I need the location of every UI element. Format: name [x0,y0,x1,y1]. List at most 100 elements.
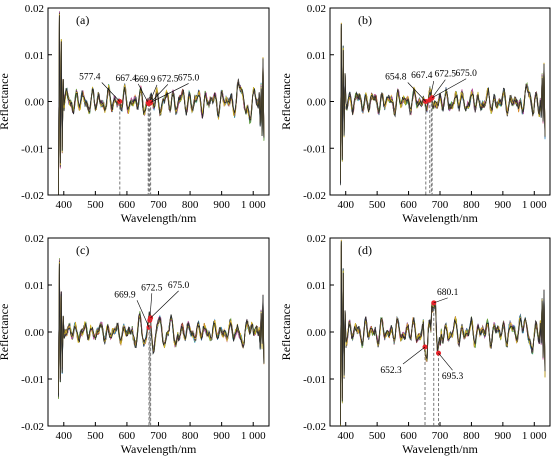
series-line [340,26,546,183]
annotation-label: 669.9 [134,75,156,85]
x-tick-label: 600 [119,430,136,442]
x-tick-label: 500 [87,430,104,442]
x-axis-title: Wavelength/nm [402,442,478,456]
y-tick-label: -0.02 [21,190,44,202]
y-tick-label: 0.00 [25,327,45,339]
panel-label: (b) [358,13,372,27]
chart-panel: -0.02 -0.01 0.00 0.01 0.02 400 500 600 700 800 900… [0,233,270,456]
y-tick-label: -0.02 [303,421,326,433]
annotation-label: 675.0 [455,69,477,79]
annotation-leader [431,79,446,99]
y-tick-label: -0.01 [21,374,44,386]
y-tick-label: -0.01 [303,143,326,155]
annotation-label: 672.5 [435,70,457,80]
annotation-label: 675.0 [178,73,200,83]
annotation-leader [407,82,427,102]
plot-frame [329,237,551,427]
annotation-leader [433,297,448,304]
series-line [58,13,265,196]
annotation-leader [150,290,179,319]
annotation-leader [438,352,453,371]
annotation-label: 667.4 [116,74,138,84]
y-tick-label: 0.02 [307,3,326,15]
y-tick-label: -0.02 [21,421,44,433]
panel-label: (d) [358,243,372,257]
x-tick-label: 500 [87,199,104,211]
y-axis-title: Reflectance [279,304,293,361]
series-line [58,12,265,196]
y-tick-label: 0.01 [307,50,326,62]
annotation-leader [137,83,149,104]
y-axis-title: Reflectance [279,73,293,130]
annotation-label: 680.1 [437,288,459,298]
x-tick-label: 400 [337,430,354,442]
annotation-leader [149,84,169,104]
series-line [340,244,546,424]
y-tick-label: -0.02 [303,190,326,202]
series-line [340,23,546,184]
panel-label: (a) [76,13,89,27]
y-tick-label: 0.00 [307,97,327,109]
series-line [340,241,546,426]
panel-label: (c) [76,243,89,257]
series-line [340,245,546,427]
y-tick-label: 0.01 [25,280,44,292]
x-tick-label: 900 [213,430,230,442]
annotation-label: 654.8 [385,73,407,83]
x-tick-label: 700 [150,199,167,211]
series-line [340,22,546,181]
y-tick-label: -0.01 [21,143,44,155]
x-tick-label: 800 [182,430,199,442]
annotation-leader [431,78,467,99]
x-tick-label: 500 [369,430,386,442]
x-tick-label: 800 [463,199,480,211]
annotation-label: 672.5 [141,283,163,293]
series-line [340,244,546,425]
x-axis-title: Wavelength/nm [121,211,197,225]
x-tick-label: 1 000 [522,430,547,442]
x-tick-label: 700 [432,430,449,442]
x-tick-label: 400 [56,199,73,211]
annotation-leader [150,83,189,103]
x-axis-title: Wavelength/nm [121,442,197,456]
y-tick-label: 0.00 [307,327,327,339]
annotation-label: 695.3 [442,372,464,382]
annotation-leader [136,300,150,328]
x-tick-label: 900 [495,430,512,442]
series-line [58,263,265,396]
x-tick-label: 800 [182,199,199,211]
x-tick-label: 1 000 [241,430,266,442]
x-tick-label: 700 [150,430,167,442]
annotation-label: 577.4 [79,73,101,83]
chart-panel: -0.02 -0.01 0.00 0.01 0.02 400 500 600 700 800 900… [0,3,270,225]
x-tick-label: 700 [432,199,449,211]
annotation-label: 652.3 [380,366,402,376]
x-tick-label: 500 [369,199,386,211]
series-line [340,242,546,427]
chart-panel: -0.02 -0.01 0.00 0.01 0.02 400 500 600 700 800 900… [279,3,551,225]
x-tick-label: 400 [56,430,73,442]
annotation-label: 675.0 [168,281,190,291]
x-tick-label: 900 [495,199,512,211]
annotation-label: 667.4 [411,71,433,81]
y-tick-label: 0.02 [25,233,44,245]
y-tick-label: 0.01 [25,50,44,62]
y-axis-title: Reflectance [0,73,11,130]
annotation-leader [101,82,121,102]
y-tick-label: 0.02 [25,3,44,15]
annotation-label: 672.5 [157,74,179,84]
y-tick-label: 0.01 [307,280,326,292]
y-tick-label: 0.00 [25,97,45,109]
x-tick-label: 1 000 [522,199,547,211]
series-line [58,15,265,196]
y-tick-label: 0.02 [307,233,326,245]
chart-panel: -0.02 -0.01 0.00 0.01 0.02 400 500 600 700 800 900… [279,233,551,456]
x-tick-label: 400 [337,199,354,211]
series-line [340,241,546,425]
x-tick-label: 600 [400,430,417,442]
x-tick-label: 800 [463,430,480,442]
x-tick-label: 1 000 [241,199,266,211]
x-axis-title: Wavelength/nm [402,211,478,225]
x-tick-label: 600 [119,199,136,211]
